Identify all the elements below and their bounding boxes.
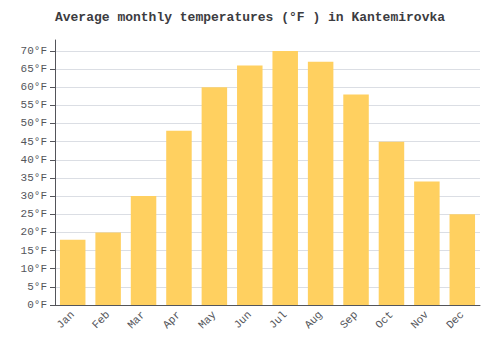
svg-text:50°F: 50°F xyxy=(21,117,47,129)
svg-text:20°F: 20°F xyxy=(21,226,47,238)
svg-text:Mar: Mar xyxy=(125,309,147,331)
svg-text:5°F: 5°F xyxy=(27,281,47,293)
svg-text:Dec: Dec xyxy=(444,309,466,331)
svg-text:Feb: Feb xyxy=(90,309,112,331)
svg-text:Oct: Oct xyxy=(373,309,395,331)
svg-text:25°F: 25°F xyxy=(21,208,47,220)
svg-text:70°F: 70°F xyxy=(21,45,47,57)
svg-text:45°F: 45°F xyxy=(21,136,47,148)
svg-text:10°F: 10°F xyxy=(21,263,47,275)
svg-text:Jul: Jul xyxy=(267,309,289,331)
svg-text:Nov: Nov xyxy=(409,308,432,331)
svg-text:55°F: 55°F xyxy=(21,99,47,111)
svg-text:Apr: Apr xyxy=(161,309,183,331)
svg-text:0°F: 0°F xyxy=(27,299,47,311)
svg-text:15°F: 15°F xyxy=(21,245,47,257)
svg-text:35°F: 35°F xyxy=(21,172,47,184)
svg-text:60°F: 60°F xyxy=(21,81,47,93)
svg-text:30°F: 30°F xyxy=(21,190,47,202)
svg-text:Average monthly temperatures (: Average monthly temperatures (°F ) in Ka… xyxy=(55,10,445,25)
svg-text:40°F: 40°F xyxy=(21,154,47,166)
svg-text:Sep: Sep xyxy=(338,309,360,331)
svg-text:May: May xyxy=(196,308,219,331)
svg-text:Aug: Aug xyxy=(302,309,324,331)
svg-text:65°F: 65°F xyxy=(21,63,47,75)
svg-text:Jan: Jan xyxy=(54,309,76,331)
svg-text:Jun: Jun xyxy=(232,309,254,331)
